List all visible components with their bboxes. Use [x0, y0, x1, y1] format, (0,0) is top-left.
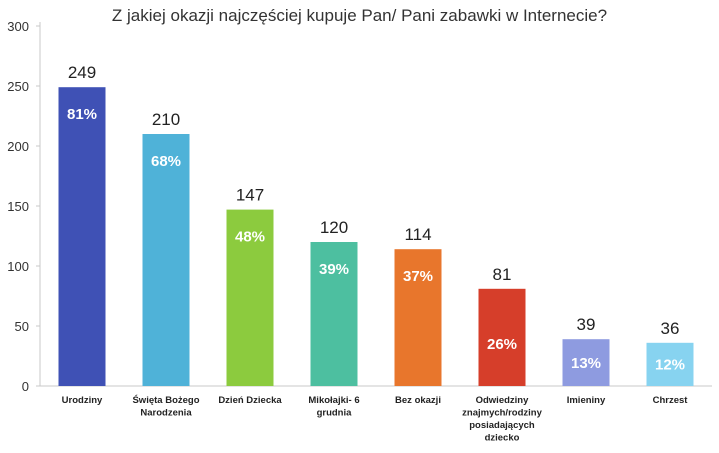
data-label: 147 [236, 186, 264, 205]
x-tick-label: Odwiedziny znajmych/rodziny posiadających d… [462, 395, 542, 444]
bar [310, 242, 358, 386]
y-tick-label: 250 [7, 79, 29, 94]
x-tick-label-line: znajmych/rodziny [462, 408, 542, 419]
percent-label: 68% [151, 153, 181, 170]
percent-label: 37% [403, 268, 433, 285]
y-tick-label: 50 [15, 319, 29, 334]
data-label: 39 [577, 315, 596, 334]
x-tick-label-line: Odwiedziny [476, 395, 530, 406]
x-tick-label-line: Święta Bożego [132, 394, 199, 406]
x-tick-label: Imieniny [567, 395, 606, 406]
x-tick-label-line: Narodzenia [140, 408, 192, 419]
bar [58, 87, 106, 386]
percent-label: 13% [571, 355, 601, 372]
x-tick-label-line: Dzień Dziecka [218, 395, 282, 406]
x-tick-label-line: Chrzest [653, 395, 689, 406]
y-tick-label: 200 [7, 139, 29, 154]
bar [562, 339, 610, 386]
x-tick-label-line: grudnia [317, 408, 353, 419]
chart-title: Z jakiej okazji najczęściej kupuje Pan/ … [111, 6, 608, 25]
bar [478, 288, 526, 386]
percent-label: 81% [67, 106, 97, 123]
x-tick-label: Święta Bożego Narodzenia [132, 394, 199, 419]
x-tick-label-line: posiadających [469, 420, 535, 431]
data-label: 81 [493, 265, 512, 284]
bar [226, 209, 274, 386]
x-tick-label: Chrzest [653, 395, 689, 406]
bar [646, 342, 694, 386]
bar [142, 134, 190, 386]
x-tick-label: Mikołajki- 6 grudnia [308, 395, 359, 419]
y-tick-label: 150 [7, 199, 29, 214]
data-label: 120 [320, 218, 348, 237]
percent-label: 48% [235, 229, 265, 246]
data-label: 210 [152, 110, 180, 129]
x-tick-label-line: Imieniny [567, 395, 606, 406]
bar [394, 249, 442, 386]
x-tick-label: Bez okazji [395, 395, 441, 406]
data-label: 249 [68, 63, 96, 82]
x-tick-label: Dzień Dziecka [218, 395, 282, 406]
data-label: 114 [404, 225, 431, 244]
percent-label: 39% [319, 261, 349, 278]
percent-label: 12% [655, 357, 685, 374]
y-tick-label: 0 [22, 379, 29, 394]
percent-label: 26% [487, 336, 517, 353]
x-tick-label: Urodziny [62, 395, 103, 406]
data-label: 36 [661, 319, 680, 338]
y-tick-label: 300 [7, 19, 29, 34]
x-tick-label-line: Urodziny [62, 395, 103, 406]
y-tick-label: 100 [7, 259, 29, 274]
x-tick-label-line: Mikołajki- 6 [308, 395, 359, 406]
x-tick-label-line: dziecko [485, 433, 520, 444]
x-tick-label-line: Bez okazji [395, 395, 441, 406]
